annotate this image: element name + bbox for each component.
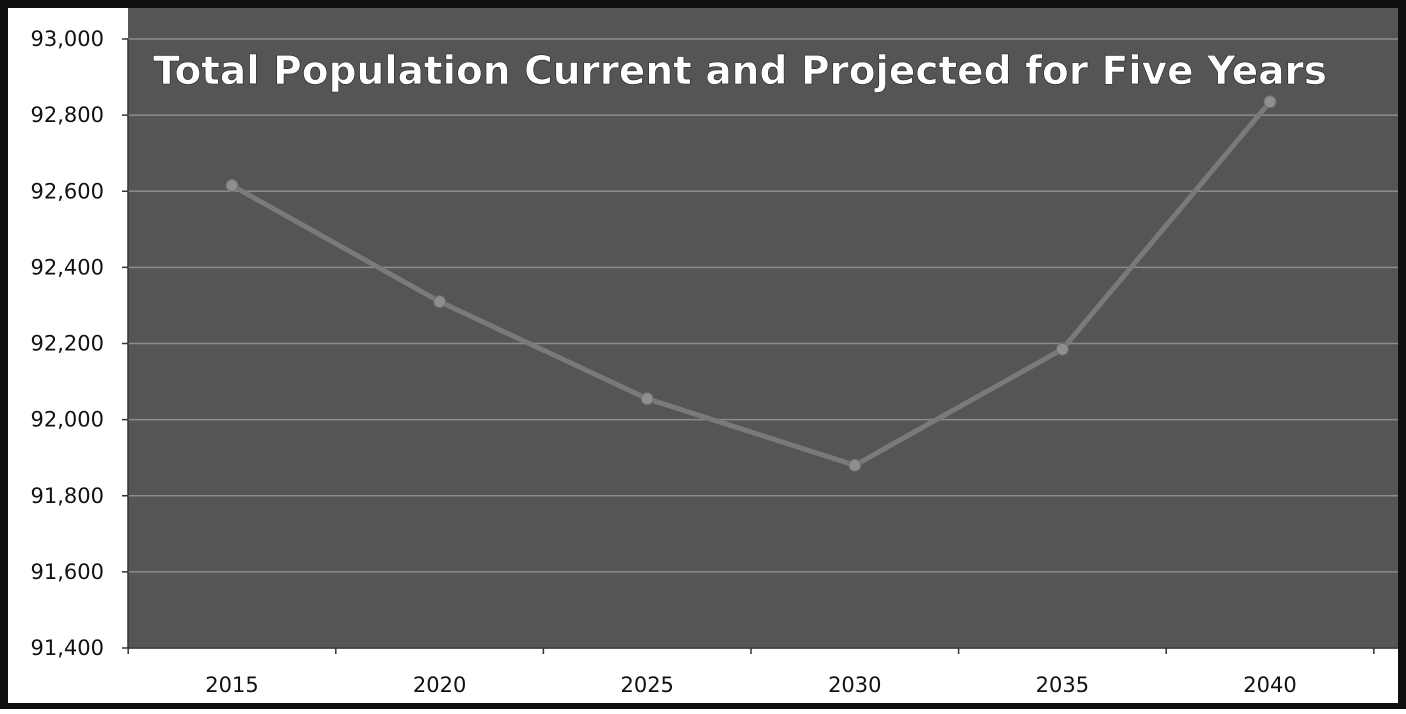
- series-line: [230, 100, 1272, 468]
- chart-title: Total Population Current and Projected f…: [153, 49, 1327, 94]
- series-layer: [225, 95, 1277, 472]
- y-tick-label: 93,000: [31, 27, 104, 51]
- data-point: [1263, 95, 1277, 109]
- y-axis-panel: [8, 8, 128, 703]
- x-tick-label: 2025: [620, 673, 673, 697]
- data-point: [640, 392, 654, 406]
- data-point: [1055, 342, 1069, 356]
- x-tick-label: 2040: [1243, 673, 1296, 697]
- y-tick-label: 92,400: [31, 255, 104, 279]
- x-tick-label: 2035: [1036, 673, 1089, 697]
- x-tick-label: 2030: [828, 673, 881, 697]
- y-axis-tick-labels: 93,000 92,800 92,600 92,400 92,200 92,000 91,8…: [31, 27, 104, 660]
- y-tick-label: 92,800: [31, 103, 104, 127]
- gridlines: [122, 38, 1398, 654]
- x-tick-label: 2020: [413, 673, 466, 697]
- y-tick-label: 91,600: [31, 560, 104, 584]
- y-tick-label: 92,200: [31, 332, 104, 356]
- plot-area: [128, 8, 1398, 648]
- y-tick-label: 92,600: [31, 179, 104, 203]
- y-tick-label: 91,400: [31, 636, 104, 660]
- data-point: [225, 179, 239, 193]
- x-axis-tick-labels: 2015 2020 2025 2030 2035 2040: [205, 673, 1296, 697]
- y-tick-label: 92,000: [31, 408, 104, 432]
- data-point: [848, 458, 862, 472]
- data-point: [433, 295, 447, 309]
- x-tick-label: 2015: [205, 673, 258, 697]
- y-tick-label: 91,800: [31, 484, 104, 508]
- x-axis-panel: [8, 648, 1398, 703]
